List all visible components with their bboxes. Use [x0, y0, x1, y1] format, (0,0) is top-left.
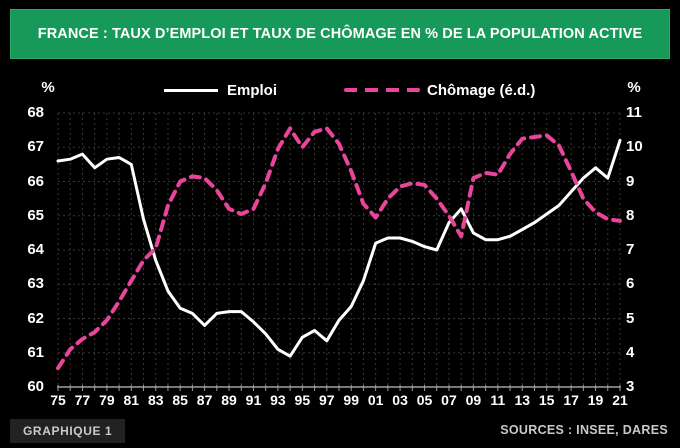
x-axis-label: 77	[74, 392, 91, 408]
x-axis-label: 81	[123, 392, 140, 408]
x-axis-label: 79	[99, 392, 115, 408]
y-axis-left-label: 65	[27, 206, 44, 224]
x-axis-label: 15	[538, 392, 555, 408]
y-axis-right-label: 10	[626, 138, 643, 156]
x-axis-label: 03	[392, 392, 408, 408]
chart-title: FRANCE : TAUX D’EMPLOI ET TAUX DE CHÔMAG…	[37, 26, 643, 42]
y-axis-left-label: 68	[27, 104, 44, 121]
y-axis-left-label: 61	[27, 343, 44, 361]
x-axis-label: 11	[490, 392, 506, 408]
x-axis-label: 17	[563, 392, 579, 408]
y-axis-left-label: 62	[27, 309, 44, 327]
y-axis-left-label: 66	[27, 172, 44, 190]
right-axis-unit: %	[627, 79, 641, 96]
emploi-line	[56, 138, 622, 358]
y-axis-left-label: 67	[27, 138, 44, 156]
legend-label-emploi: Emploi	[227, 81, 278, 99]
x-axis-label: 99	[343, 392, 359, 408]
x-axis-label: 97	[318, 392, 335, 408]
x-axis-label: 05	[416, 392, 433, 408]
emploi-line-swatch	[164, 88, 218, 92]
y-axis-left-label: 64	[27, 241, 44, 258]
y-axis-right-label: 9	[626, 172, 635, 190]
graphique-badge-label: GRAPHIQUE 1	[23, 424, 113, 438]
legend-item-emploi: Emploi	[164, 79, 277, 101]
x-axis-label: 07	[441, 392, 457, 408]
title-banner: FRANCE : TAUX D’EMPLOI ET TAUX DE CHÔMAG…	[10, 9, 670, 59]
x-axis-label: 75	[50, 392, 66, 408]
legend-item-chomage: Chômage (é.d.)	[344, 79, 535, 101]
x-axis-label: 13	[514, 392, 531, 408]
y-axis-right-label: 8	[626, 206, 635, 224]
legend-label-chomage: Chômage (é.d.)	[427, 81, 536, 99]
y-axis-right-label: 6	[626, 275, 635, 293]
chomage-line	[56, 126, 622, 371]
y-axis-left-label: 60	[27, 378, 44, 395]
chomage-dash-swatch	[344, 88, 420, 92]
y-axis-right-label: 7	[626, 241, 635, 258]
y-axis-left-label: 63	[27, 275, 44, 293]
y-axis-right-label: 5	[626, 309, 635, 327]
x-axis-label: 09	[465, 392, 482, 408]
x-axis-label: 93	[270, 392, 286, 408]
x-axis-label: 89	[221, 392, 237, 408]
graphique-badge: GRAPHIQUE 1	[10, 419, 126, 443]
x-axis-label: 19	[587, 392, 604, 408]
x-axis-label: 83	[147, 392, 164, 408]
x-axis-label: 95	[294, 392, 311, 408]
x-axis-label: 91	[245, 392, 262, 408]
left-axis-unit: %	[41, 79, 55, 96]
x-axis-label: 85	[172, 392, 188, 408]
x-axis-label: 21	[612, 392, 628, 408]
legend: % Emploi Chômage (é.d.) %	[0, 79, 680, 101]
y-axis-right-label: 3	[626, 378, 635, 395]
y-axis-right-label: 11	[626, 104, 642, 121]
sources-label: SOURCES : INSEE, DARES	[500, 423, 668, 437]
x-axis-label: 87	[196, 392, 213, 408]
y-axis-right-label: 4	[626, 343, 635, 361]
x-axis-label: 01	[367, 392, 384, 408]
